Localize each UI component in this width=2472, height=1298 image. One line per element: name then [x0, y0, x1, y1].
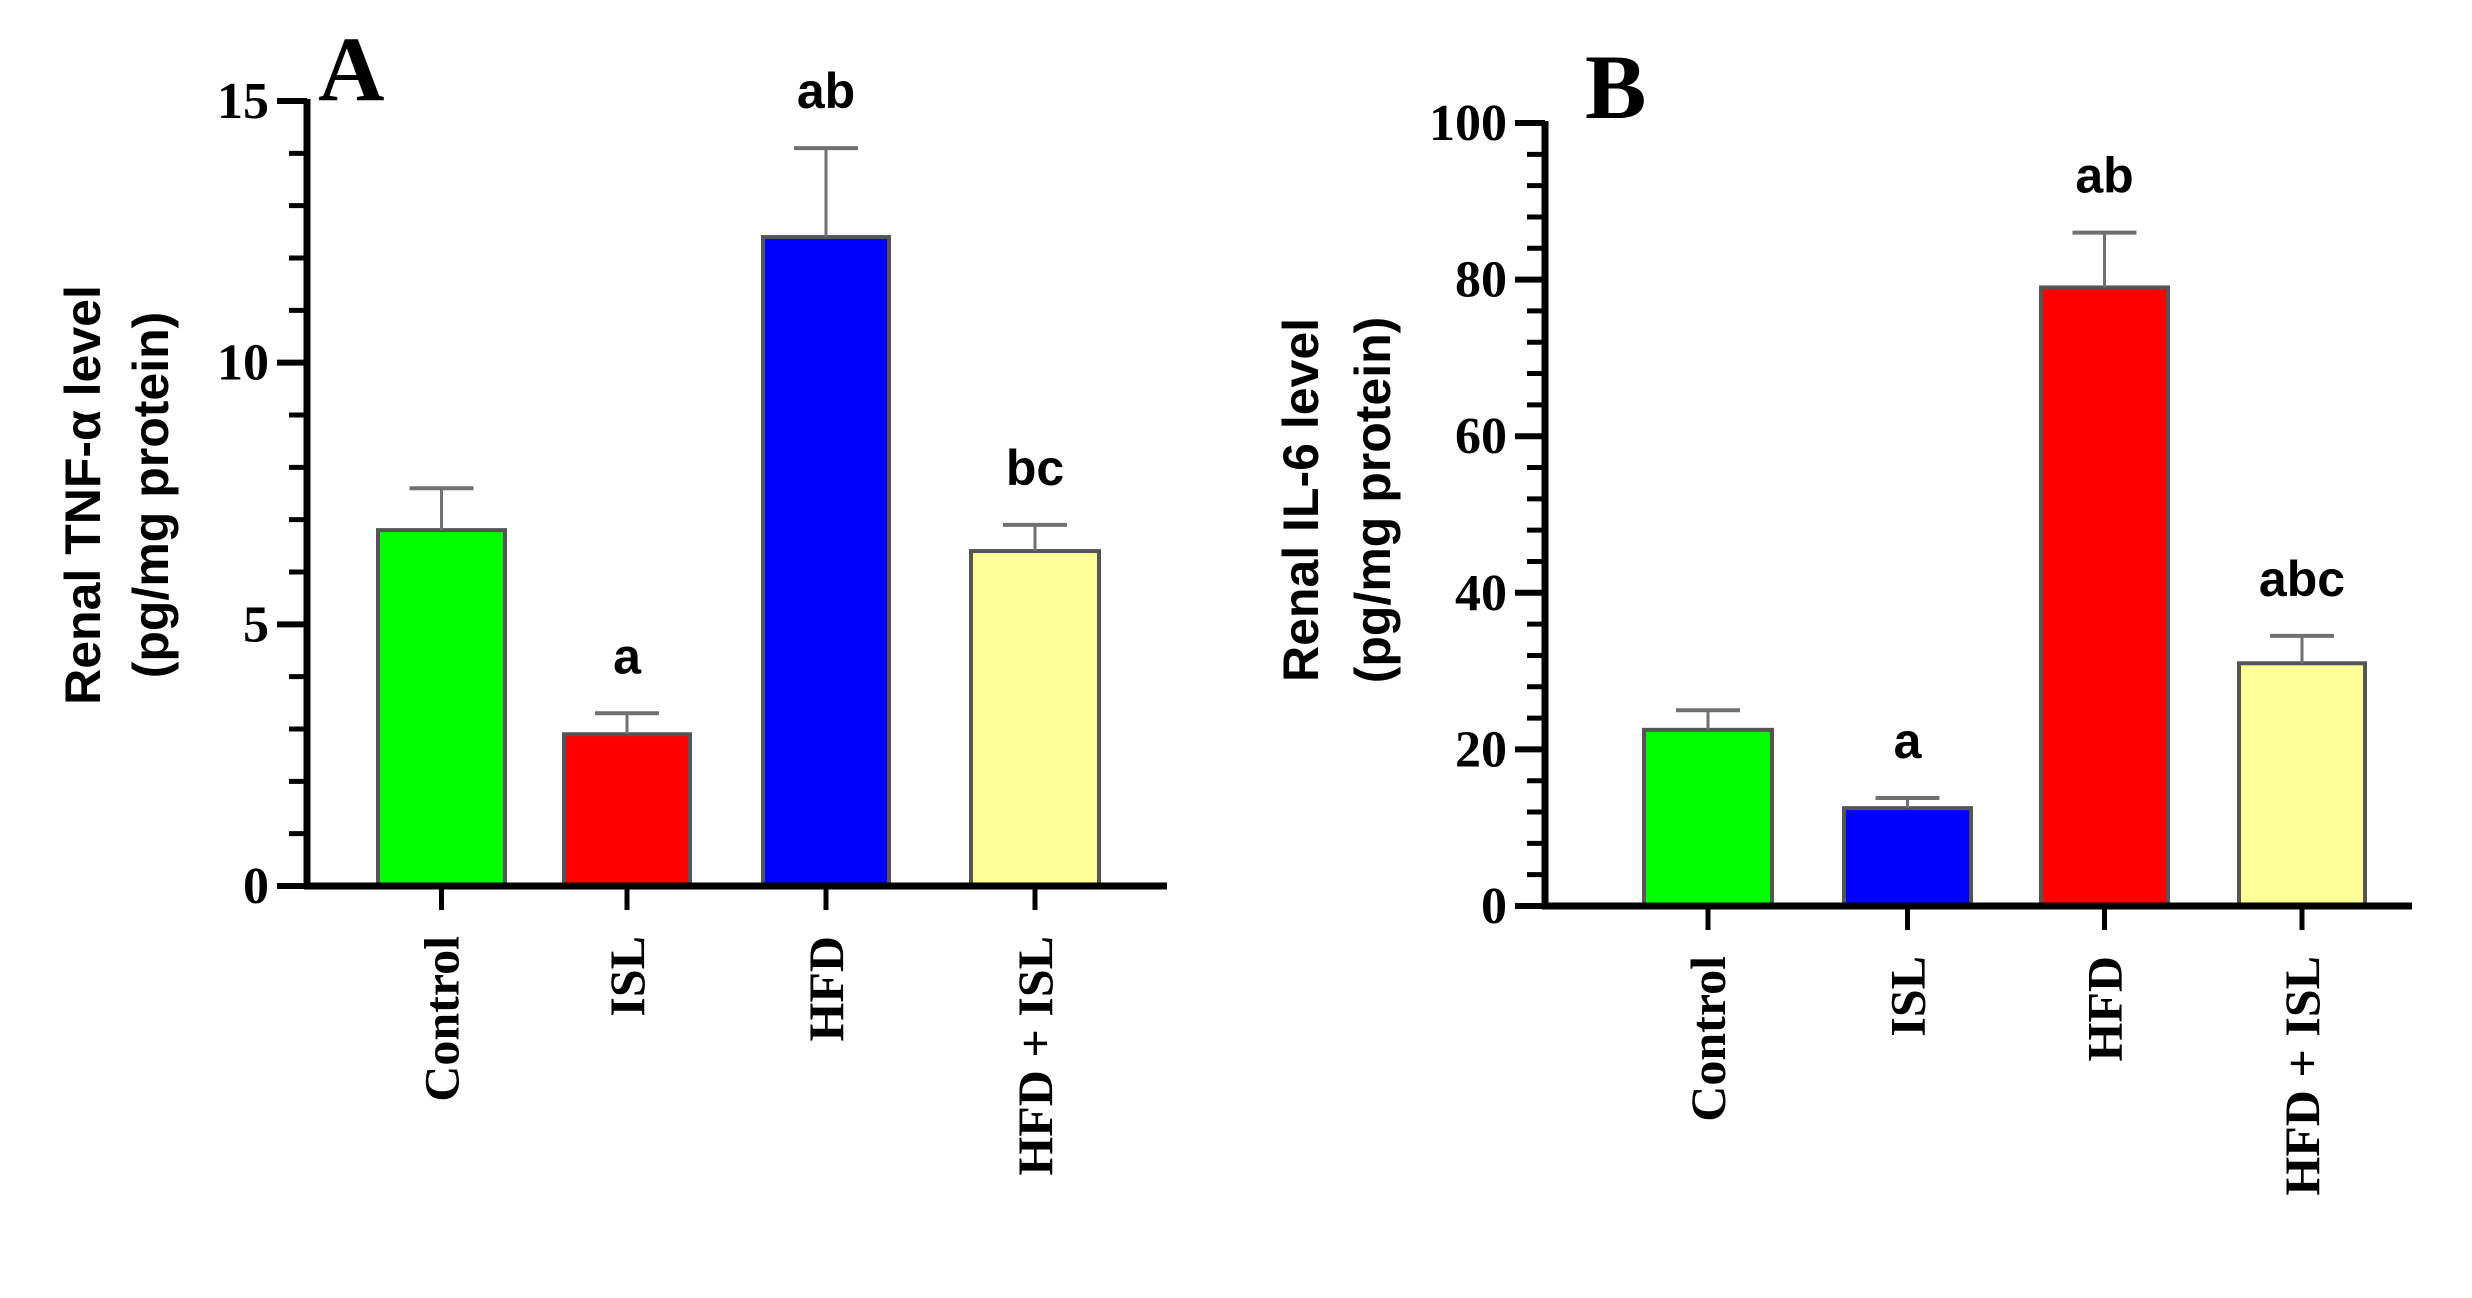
y-tick-label: 10 — [217, 335, 269, 392]
panel-a-tnf-alpha-chart: A Renal TNF-α level (pg/mg protein) Control… — [55, 18, 1167, 1176]
y-tick-label: 100 — [1429, 95, 1507, 152]
x-tick-label: HFD + ISL — [2274, 956, 2330, 1196]
x-tick-label: HFD — [798, 936, 854, 1042]
y-tick-label: 60 — [1455, 408, 1507, 465]
bar-hfd — [2039, 285, 2170, 908]
y-tick-label: 5 — [243, 596, 269, 653]
significance-label: a — [1894, 713, 1923, 769]
y-tick-label: 15 — [217, 73, 269, 130]
x-tick-label: Control — [1680, 956, 1736, 1122]
bar-hfd — [761, 235, 891, 889]
x-tick-label: HFD — [2077, 956, 2133, 1062]
significance-label: abc — [2259, 551, 2345, 607]
x-tick-label: Control — [414, 936, 470, 1102]
y-axis-title: Renal IL-6 level — [1273, 318, 1329, 682]
significance-label: bc — [1006, 440, 1064, 496]
bar-hfd-isl — [2237, 661, 2367, 909]
bar-isl — [562, 732, 692, 888]
y-tick-label: 0 — [1481, 878, 1507, 935]
x-tick-label: ISL — [1880, 956, 1936, 1037]
y-tick-label: 0 — [243, 858, 269, 915]
panel-label: B — [1585, 36, 1646, 138]
significance-label: a — [613, 628, 642, 684]
x-tick-label: ISL — [599, 936, 655, 1017]
y-tick-label: 20 — [1455, 721, 1507, 778]
significance-label: ab — [797, 63, 855, 119]
significance-label: ab — [2075, 148, 2133, 204]
bar-control — [376, 528, 507, 889]
bar-control — [1642, 727, 1774, 909]
y-axis-title: Renal TNF-α level — [55, 285, 111, 705]
y-tick-label: 40 — [1455, 565, 1507, 622]
y-tick-label: 80 — [1455, 252, 1507, 309]
panel-label: A — [318, 18, 384, 120]
y-axis-unit: (pg/mg protein) — [123, 312, 179, 679]
panel-b-il6-chart: B Renal IL-6 level (pg/mg protein) Control a… — [1273, 36, 2412, 1196]
y-axis-unit: (pg/mg protein) — [1345, 317, 1401, 684]
bar-hfd-isl — [969, 549, 1101, 888]
x-tick-label: HFD + ISL — [1007, 936, 1063, 1176]
bar-isl — [1842, 806, 1973, 908]
